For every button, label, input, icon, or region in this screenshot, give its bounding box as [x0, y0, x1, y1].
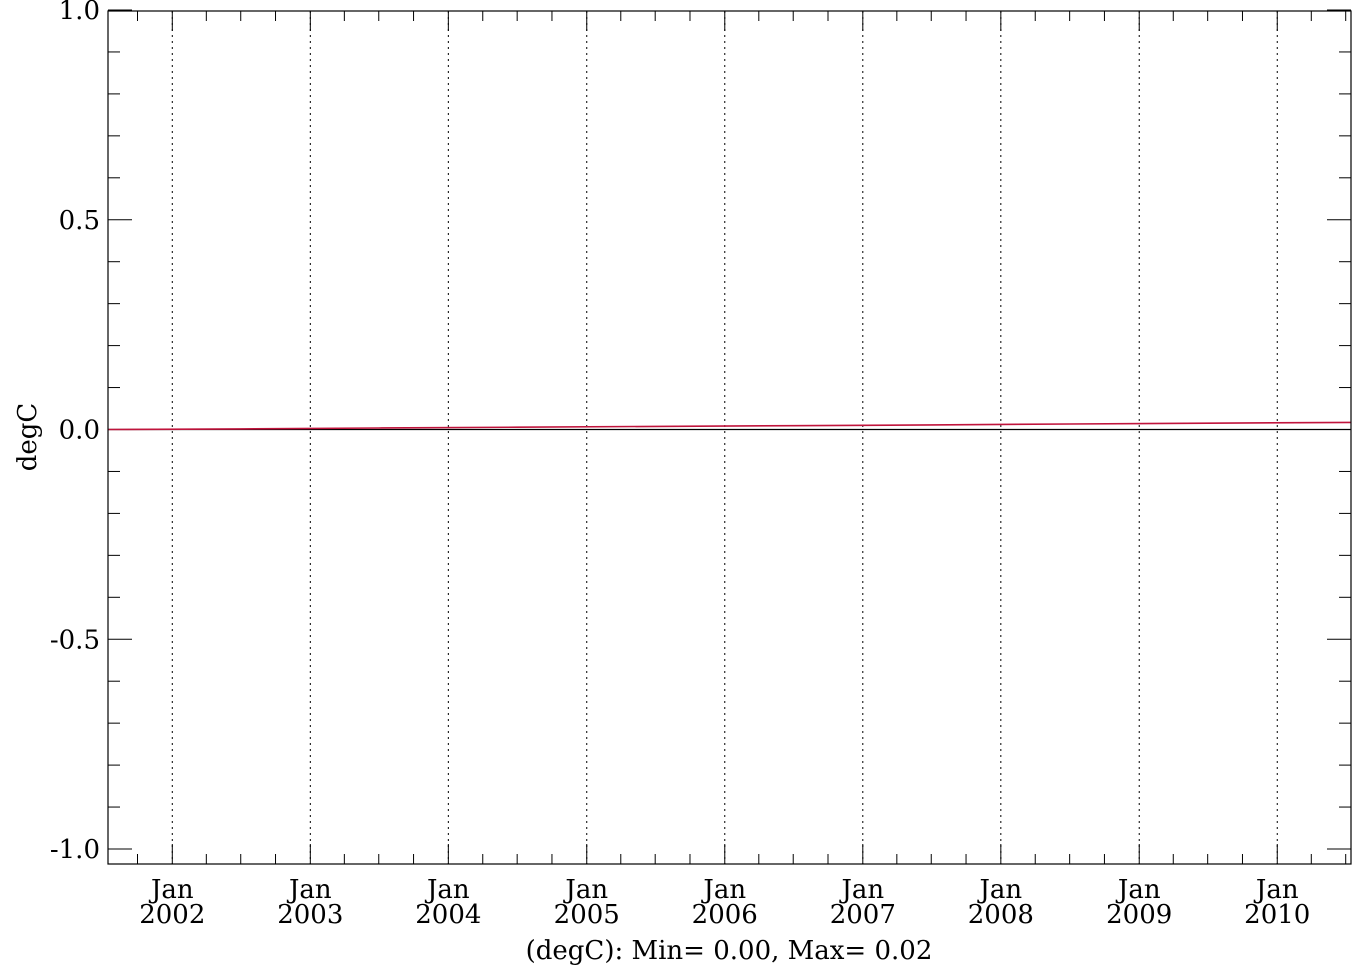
x-tick-month: Jan: [1253, 875, 1299, 905]
series-layer: [107, 421, 1352, 431]
x-tick-year: 2009: [1106, 900, 1172, 930]
axis-ticks: [108, 9, 1351, 864]
x-tick-year: 2007: [830, 900, 896, 930]
x-tick-month: Jan: [562, 875, 608, 905]
plot-frame: [107, 10, 1352, 865]
y-tick-label: -1.0: [50, 835, 100, 865]
y-tick-labels: 1.0 0.5 0.0 -0.5 -1.0: [50, 0, 100, 865]
y-tick-label: 1.0: [59, 0, 100, 26]
x-tick-year: 2010: [1244, 900, 1310, 930]
x-tick-month: Jan: [700, 875, 746, 905]
y-tick-label: 0.5: [59, 206, 100, 236]
y-tick-label: -0.5: [50, 625, 100, 655]
x-tick-month: Jan: [976, 875, 1022, 905]
x-tick-year: 2008: [968, 900, 1034, 930]
x-tick-month: Jan: [838, 875, 884, 905]
x-tick-year: 2003: [277, 900, 343, 930]
y-axis-title: degC: [13, 403, 43, 472]
x-tick-month: Jan: [286, 875, 332, 905]
x-tick-month: Jan: [148, 875, 194, 905]
y-tick-label: 0.0: [59, 416, 100, 446]
x-tick-month: Jan: [1115, 875, 1161, 905]
x-tick-year: 2006: [692, 900, 758, 930]
x-tick-year: 2002: [139, 900, 205, 930]
min-max-footer: (degC): Min= 0.00, Max= 0.02: [526, 936, 933, 966]
x-tick-year: 2005: [554, 900, 620, 930]
series-line: [107, 421, 1352, 431]
gridlines: [171, 11, 1278, 864]
x-tick-labels: Jan2002Jan2003Jan2004Jan2005Jan2006Jan20…: [139, 875, 1310, 930]
x-tick-month: Jan: [424, 875, 470, 905]
x-tick-year: 2004: [415, 900, 481, 930]
